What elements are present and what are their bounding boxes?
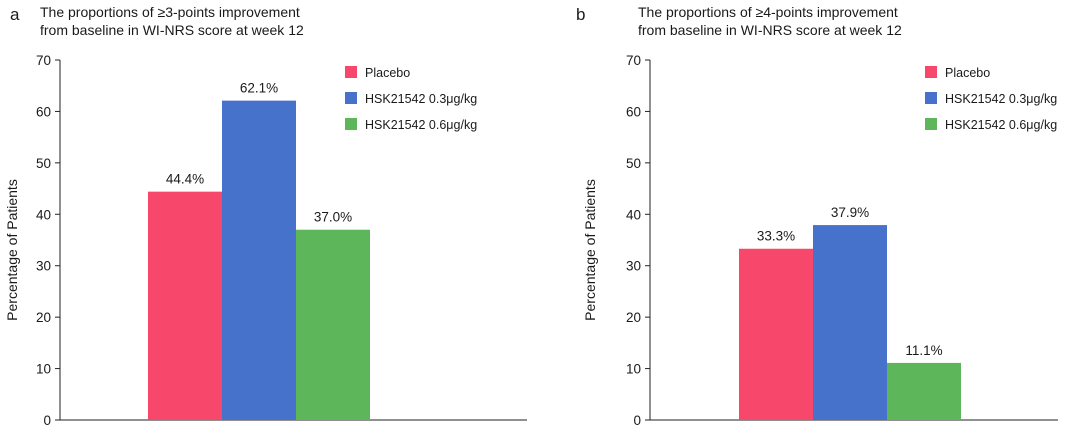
panel-a-y-tick-label: 20: [36, 310, 51, 325]
panel-b-title-line-2: from baseline in WI-NRS score at week 12: [638, 22, 902, 38]
panel-a-y-tick-label: 40: [36, 207, 51, 222]
panel-a-legend-label-3: HSK21542 0.6μg/kg: [365, 118, 477, 132]
panel-b-legend-swatch-2: [925, 92, 937, 104]
panel-b-bar-2: [813, 225, 887, 420]
panel-a-bar-3-label: 37.0%: [314, 210, 352, 225]
panel-a-y-tick-label: 50: [36, 156, 51, 171]
panel-b-y-tick-label: 60: [626, 104, 641, 119]
panel-a-legend-label-1: Placebo: [365, 66, 410, 80]
panel-a-bar-1: [148, 191, 222, 420]
panel-a-y-tick-label: 10: [36, 362, 51, 377]
panel-b-bar-2-label: 37.9%: [831, 205, 869, 220]
panel-a-title-line-2: from baseline in WI-NRS score at week 12: [40, 22, 304, 38]
panel-b-legend-label-3: HSK21542 0.6μg/kg: [945, 118, 1057, 132]
panel-a-letter: a: [10, 5, 20, 24]
panel-a-title-line-1: The proportions of ≥3-points improvement: [40, 4, 300, 20]
panel-a-legend-swatch-3: [345, 118, 357, 130]
panel-a-y-tick-label: 70: [36, 53, 51, 68]
panel-b-letter: b: [576, 5, 585, 24]
panel-b-legend-label-1: Placebo: [945, 66, 990, 80]
panel-a-legend-swatch-1: [345, 66, 357, 78]
panel-b-bar-1-label: 33.3%: [757, 229, 795, 244]
panel-a-bar-2-label: 62.1%: [240, 81, 278, 96]
panel-b-bar-3: [887, 362, 961, 420]
panel-a-y-tick-label: 0: [43, 413, 51, 428]
panel-a-legend-label-2: HSK21542 0.3μg/kg: [365, 92, 477, 106]
panel-b-y-axis-title: Percentage of Patients: [582, 179, 598, 321]
panel-b-title-line-1: The proportions of ≥4-points improvement: [638, 4, 898, 20]
panel-b-y-tick-label: 40: [626, 207, 641, 222]
panel-a-bar-3: [296, 229, 370, 420]
panel-a-y-tick-label: 60: [36, 104, 51, 119]
panel-b-y-tick-label: 50: [626, 156, 641, 171]
panel-b-y-tick-label: 70: [626, 53, 641, 68]
panel-b-bar-1: [739, 248, 813, 420]
panel-b-bar-3-label: 11.1%: [905, 343, 942, 358]
panel-b-legend-swatch-3: [925, 118, 937, 130]
panel-b-legend-label-2: HSK21542 0.3μg/kg: [945, 92, 1057, 106]
panel-a-bar-1-label: 44.4%: [166, 172, 204, 187]
panel-b-y-tick-label: 0: [633, 413, 641, 428]
panel-a-legend-swatch-2: [345, 92, 357, 104]
panel-b-legend-swatch-1: [925, 66, 937, 78]
panel-b-y-tick-label: 10: [626, 362, 641, 377]
panel-b-y-tick-label: 30: [626, 259, 641, 274]
panel-a-bar-2: [222, 100, 296, 420]
panel-b-y-tick-label: 20: [626, 310, 641, 325]
panel-a-y-tick-label: 30: [36, 259, 51, 274]
panel-a-y-axis-title: Percentage of Patients: [4, 179, 20, 321]
